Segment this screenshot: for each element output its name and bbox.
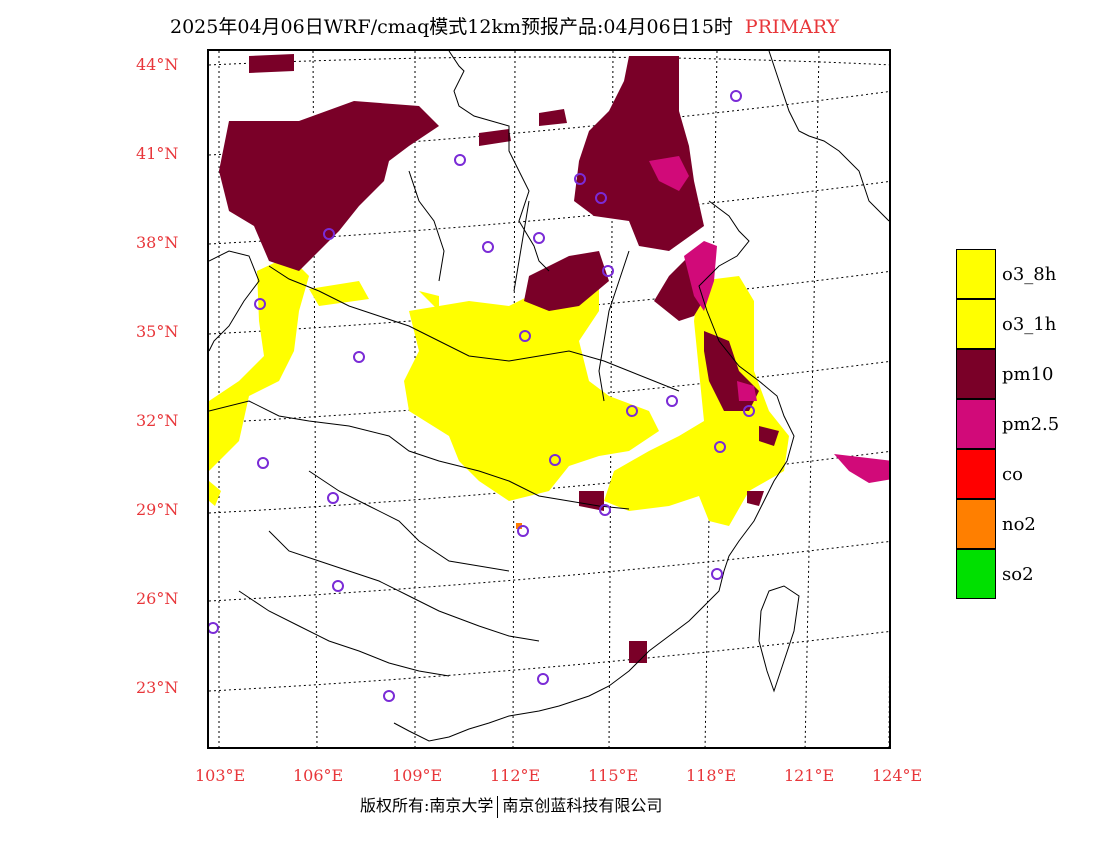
lon-label-124: 124°E — [872, 766, 923, 785]
title-text: 2025年04月06日WRF/cmaq模式12km预报产品:04月06日15时 — [170, 16, 733, 38]
legend-swatch — [956, 449, 996, 499]
boundaries — [209, 51, 889, 742]
lat-label-32: 32°N — [136, 411, 179, 430]
copyright-footer: 版权所有:南京大学 南京创蓝科技有限公司 — [360, 792, 662, 818]
primary-tag: PRIMARY — [744, 16, 839, 38]
lon-label-103: 103°E — [195, 766, 246, 785]
legend-label: so2 — [1002, 564, 1034, 585]
lon-label-106: 106°E — [293, 766, 344, 785]
map-frame — [207, 49, 891, 749]
legend-swatch — [956, 299, 996, 349]
footer-divider — [497, 795, 499, 818]
no2-cell — [516, 523, 522, 529]
lon-label-118: 118°E — [686, 766, 737, 785]
legend-label: pm2.5 — [1002, 414, 1060, 435]
lon-label-121: 121°E — [784, 766, 835, 785]
pm10-regions — [219, 54, 779, 663]
lat-label-26: 26°N — [136, 589, 179, 608]
lat-label-44: 44°N — [136, 55, 179, 74]
legend-swatch — [956, 399, 996, 449]
o3-regions — [209, 256, 789, 526]
lon-label-112: 112°E — [490, 766, 541, 785]
legend-label: pm10 — [1002, 364, 1054, 385]
legend-label: co — [1002, 464, 1023, 485]
legend-label: o3_1h — [1002, 314, 1057, 335]
lat-label-35: 35°N — [136, 322, 179, 341]
lat-label-41: 41°N — [136, 144, 179, 163]
map-title: 2025年04月06日WRF/cmaq模式12km预报产品:04月06日15时 P… — [170, 12, 839, 39]
legend-label: no2 — [1002, 514, 1036, 535]
lat-label-38: 38°N — [136, 233, 179, 252]
station-markers — [209, 90, 755, 702]
lat-label-29: 29°N — [136, 500, 179, 519]
pm25-regions — [649, 156, 889, 483]
pollution-map — [209, 51, 889, 747]
copyright-owner: 版权所有:南京大学 — [360, 796, 494, 815]
legend-swatch — [956, 249, 996, 299]
lon-label-115: 115°E — [588, 766, 639, 785]
legend-swatch — [956, 549, 996, 599]
lon-label-109: 109°E — [392, 766, 443, 785]
legend-swatch — [956, 349, 996, 399]
copyright-company: 南京创蓝科技有限公司 — [502, 796, 663, 815]
legend-swatch — [956, 499, 996, 549]
legend-label: o3_8h — [1002, 264, 1057, 285]
lat-label-23: 23°N — [136, 678, 179, 697]
